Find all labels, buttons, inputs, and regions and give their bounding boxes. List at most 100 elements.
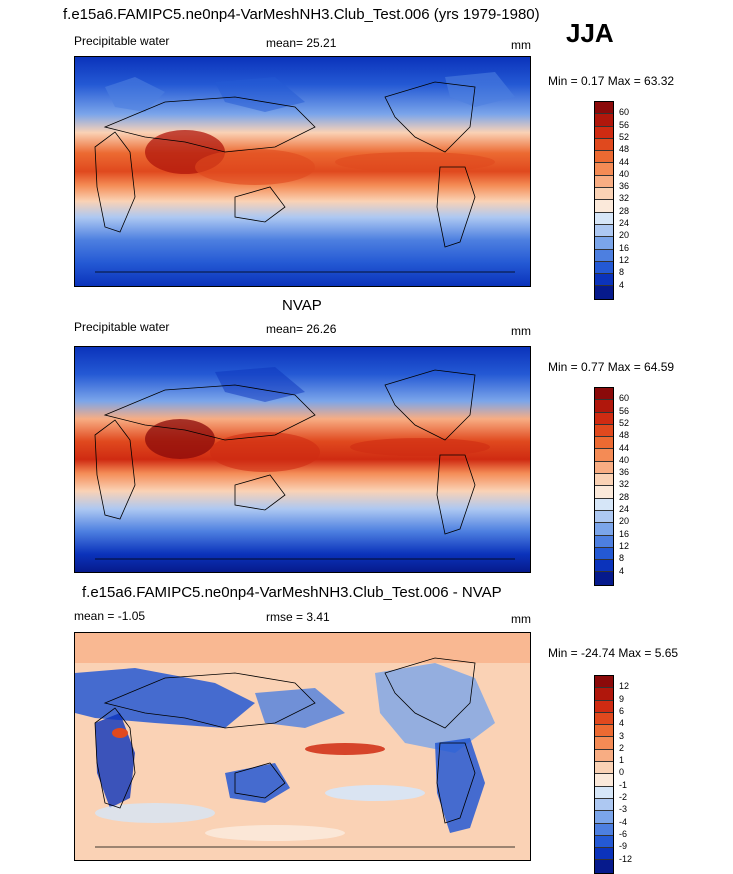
colorbar-tick-label: 9 [619, 693, 625, 704]
colorbar-tick-label: 48 [619, 430, 630, 441]
colorbar-tick-label: 48 [619, 144, 630, 155]
colorbar-swatch [595, 412, 613, 425]
colorbar-swatch [595, 786, 613, 799]
panel-2-title: NVAP [282, 297, 322, 314]
colorbar-tick-label: 4 [619, 279, 625, 290]
colorbar-swatch [595, 835, 613, 849]
colorbar-tick-label: 32 [619, 193, 630, 204]
colorbar-tick-label: 6 [619, 705, 625, 716]
colorbar-tick-label: 24 [619, 218, 630, 228]
colorbar-swatch [595, 163, 613, 176]
colorbar-tick-label: -2 [619, 792, 628, 802]
colorbar-tick-label: -9 [619, 841, 628, 852]
colorbar-tick-label: 0 [619, 767, 625, 778]
colorbar-tick-label: -6 [619, 828, 628, 839]
colorbar-tick-label: 8 [619, 553, 625, 564]
colorbar-swatch [595, 860, 613, 873]
colorbar-tick-label: 24 [619, 504, 630, 514]
colorbar-swatch [595, 823, 613, 836]
colorbar-tick-label: 28 [619, 205, 630, 216]
panel-2-colorbar [594, 387, 614, 586]
colorbar-tick-label: 56 [619, 119, 630, 130]
colorbar-swatch [595, 212, 613, 225]
panel-2-precipitable-water-field [75, 347, 530, 572]
colorbar-swatch [595, 474, 613, 487]
colorbar-swatch [595, 749, 613, 763]
colorbar-swatch [595, 535, 613, 548]
colorbar-swatch [595, 138, 613, 152]
colorbar-swatch [595, 762, 613, 775]
panel-2-mean-label: mean= 26.26 [266, 322, 337, 336]
panel-2-units-label: mm [511, 324, 531, 338]
colorbar-tick-label: 44 [619, 156, 630, 167]
colorbar-swatch [595, 737, 613, 750]
colorbar-swatch [595, 523, 613, 536]
colorbar-tick-label: 20 [619, 230, 630, 241]
colorbar-tick-label: 12 [619, 254, 630, 265]
panel-3-colorbar [594, 675, 614, 874]
colorbar-tick-label: 4 [619, 718, 625, 729]
colorbar-tick-label: 12 [619, 540, 630, 551]
colorbar-tick-label: 3 [619, 730, 625, 741]
colorbar-swatch [595, 461, 613, 475]
colorbar-swatch [595, 572, 613, 585]
colorbar-tick-label: -4 [619, 816, 628, 827]
colorbar-swatch [595, 388, 613, 401]
colorbar-tick-label: 52 [619, 131, 630, 142]
colorbar-tick-label: 36 [619, 181, 630, 192]
colorbar-swatch [595, 510, 613, 524]
colorbar-swatch [595, 286, 613, 299]
colorbar-tick-label: 4 [619, 565, 625, 576]
colorbar-tick-label: 12 [619, 681, 630, 692]
colorbar-swatch [595, 249, 613, 262]
colorbar-swatch [595, 114, 613, 127]
panel-1-precipitable-water-field [75, 57, 530, 286]
colorbar-swatch [595, 547, 613, 561]
colorbar-tick-label: -3 [619, 804, 628, 815]
colorbar-swatch [595, 200, 613, 213]
colorbar-swatch [595, 848, 613, 861]
colorbar-swatch [595, 498, 613, 511]
colorbar-tick-label: 32 [619, 479, 630, 490]
colorbar-swatch [595, 688, 613, 701]
colorbar-swatch [595, 175, 613, 189]
colorbar-tick-label: 44 [619, 442, 630, 453]
panel-3-map [74, 632, 531, 861]
panel-1-units-label: mm [511, 38, 531, 52]
panel-2-variable-label: Precipitable water [74, 320, 170, 334]
colorbar-swatch [595, 424, 613, 438]
colorbar-swatch [595, 224, 613, 238]
colorbar-tick-label: 36 [619, 467, 630, 478]
panel-3-difference-field [75, 633, 530, 860]
colorbar-tick-label: 56 [619, 405, 630, 416]
colorbar-swatch [595, 437, 613, 450]
colorbar-swatch [595, 700, 613, 713]
panel-3-rmse-label: rmse = 3.41 [266, 610, 330, 624]
colorbar-swatch [595, 712, 613, 726]
colorbar-tick-label: 2 [619, 742, 625, 753]
colorbar-swatch [595, 774, 613, 787]
colorbar-swatch [595, 261, 613, 275]
colorbar-tick-label: 16 [619, 528, 630, 539]
colorbar-swatch [595, 102, 613, 115]
colorbar-swatch [595, 725, 613, 738]
colorbar-swatch [595, 151, 613, 164]
colorbar-tick-label: 40 [619, 168, 630, 179]
colorbar-swatch [595, 449, 613, 462]
colorbar-swatch [595, 560, 613, 573]
panel-1-colorbar [594, 101, 614, 300]
colorbar-tick-label: 8 [619, 267, 625, 278]
panel-2-map [74, 346, 531, 573]
panel-1-title: f.e15a6.FAMIPC5.ne0np4-VarMeshNH3.Club_T… [63, 6, 540, 23]
panel-1-mean-label: mean= 25.21 [266, 36, 337, 50]
colorbar-tick-label: 40 [619, 454, 630, 465]
colorbar-swatch [595, 400, 613, 413]
colorbar-tick-label: -1 [619, 779, 628, 790]
panel-3-title: f.e15a6.FAMIPC5.ne0np4-VarMeshNH3.Club_T… [82, 584, 502, 601]
colorbar-tick-label: 20 [619, 516, 630, 527]
colorbar-swatch [595, 274, 613, 287]
colorbar-tick-label: 52 [619, 417, 630, 428]
colorbar-swatch [595, 237, 613, 250]
colorbar-tick-label: -12 [619, 853, 633, 864]
colorbar-tick-label: 28 [619, 491, 630, 502]
